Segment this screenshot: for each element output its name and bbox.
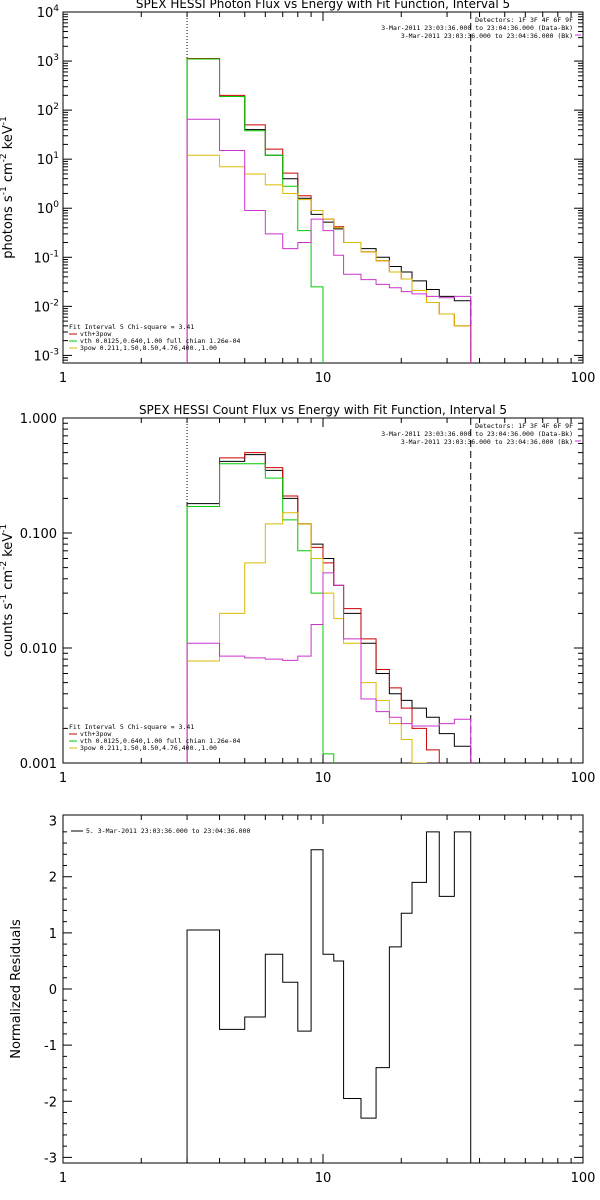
x-tick-label: 10 <box>315 371 332 386</box>
y-tick-label: 10-3 <box>33 347 59 364</box>
legend-bottom-left-text: vth 0.0125,0.640,1.00 full chian 1.26e-0… <box>80 737 241 745</box>
legend-bottom-left-text: vth+3pow <box>80 330 111 338</box>
legend-bottom-left-text: 3pow 0.211,1.50,8.50,4.76,400.,1.00 <box>80 344 217 352</box>
legend-top-right-text: 3-Mar-2011 23:03:36.000 to 23:04:36.000 … <box>381 430 573 438</box>
legend-top-right-text: 3-Mar-2011 23:03:36.000 to 23:04:36.000 … <box>401 438 573 446</box>
y-tick-label: 100 <box>37 200 60 217</box>
y-axis-label: photons s-1 cm-2 keV-1 <box>0 116 16 258</box>
series-line-0 <box>186 58 472 363</box>
series-group <box>186 452 472 763</box>
series-line-0 <box>186 831 472 1163</box>
series-line-3 <box>186 512 427 763</box>
y-tick-label: 104 <box>37 4 60 21</box>
legend-top-left-text: 5. 3-Mar-2011 23:03:36.000 to 23:04:36.0… <box>86 827 250 835</box>
chart-title: SPEX HESSI Photon Flux vs Energy with Fi… <box>136 0 510 11</box>
legend-top-right-text: Detectors: 1F 3F 4F 6F 9F <box>475 16 573 24</box>
y-tick-label: -1 <box>44 1039 57 1054</box>
chart-title: SPEX HESSI Count Flux vs Energy with Fit… <box>139 403 507 417</box>
y-tick-label: 0.100 <box>20 527 57 542</box>
series-line-0 <box>186 454 472 763</box>
y-tick-label: 103 <box>37 53 59 70</box>
legend-bottom-left-text: 3pow 0.211,1.50,8.50,4.76,400.,1.00 <box>80 744 217 752</box>
x-tick-label: 1 <box>59 371 67 386</box>
x-tick-label: 1 <box>59 1171 67 1186</box>
x-tick-label: 100 <box>571 1171 596 1186</box>
y-tick-label: 102 <box>37 102 59 119</box>
series-line-2 <box>186 463 335 763</box>
y-axis-label: counts s-1 cm-2 keV-1 <box>0 524 16 657</box>
legend-top-right-text: 3-Mar-2011 23:03:36.000 to 23:04:36.000 … <box>381 24 573 32</box>
x-tick-label: 10 <box>315 1171 332 1186</box>
panel-resid: 1 10 100 -3 -2 -1 0 1 2 3 Normalized Residuals 5. 3… <box>9 814 596 1186</box>
legend-bottom-left-text: Fit Interval 5 Chi-square = 3.41 <box>69 323 194 331</box>
y-axis-label: Normalized Residuals <box>9 919 24 1059</box>
x-tick-label: 1 <box>59 771 67 786</box>
panel-photon: SPEX HESSI Photon Flux vs Energy with Fi… <box>0 0 595 386</box>
y-tick-label: 1.000 <box>20 412 57 427</box>
y-tick-label: 0.010 <box>20 642 57 657</box>
series-line-1 <box>186 57 472 363</box>
y-tick-label: 101 <box>37 151 59 168</box>
y-tick-label: -2 <box>44 1095 57 1110</box>
y-tick-label: 2 <box>49 871 57 886</box>
series-group <box>186 831 472 1163</box>
x-tick-label: 100 <box>571 371 596 386</box>
series-line-2 <box>186 58 324 363</box>
y-tick-label: 10-2 <box>33 298 59 315</box>
panel-count: SPEX HESSI Count Flux vs Energy with Fit… <box>0 403 596 786</box>
y-tick-label: 1 <box>49 927 57 942</box>
legend-bottom-left-text: vth+3pow <box>80 730 111 738</box>
series-group <box>186 57 472 363</box>
legend-top-right-text: Detectors: 1F 3F 4F 6F 9F <box>475 422 573 430</box>
y-tick-label: -3 <box>44 1151 57 1166</box>
series-line-4 <box>186 572 472 763</box>
y-tick-label: 10-1 <box>33 249 59 266</box>
legend-top-right-text: 3-Mar-2011 23:03:36.000 to 23:04:36.000 … <box>401 32 573 40</box>
x-tick-label: 100 <box>571 771 596 786</box>
legend-bottom-left-text: vth 0.0125,0.640,1.00 full chian 1.26e-0… <box>80 337 241 345</box>
y-tick-label: 0 <box>49 983 57 998</box>
y-tick-label: 0.001 <box>20 757 57 772</box>
y-tick-label: 3 <box>49 815 57 830</box>
x-tick-label: 10 <box>315 771 332 786</box>
series-line-3 <box>186 154 472 363</box>
series-line-4 <box>186 118 472 363</box>
legend-bottom-left-text: Fit Interval 5 Chi-square = 3.41 <box>69 723 194 731</box>
